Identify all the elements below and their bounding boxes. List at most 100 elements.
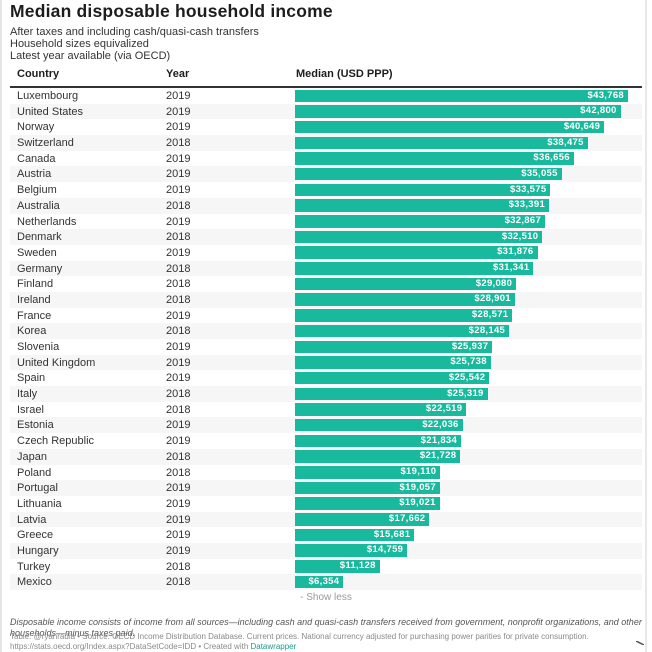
year-cell: 2019 [166, 497, 191, 510]
year-cell: 2018 [166, 199, 191, 212]
value-bar: $31,876 [295, 246, 538, 259]
bar-value-label: $42,800 [580, 105, 617, 117]
frame-border-right [645, 0, 647, 652]
country-cell: Poland [17, 466, 52, 479]
year-cell: 2018 [166, 403, 191, 416]
bar-track: $28,901 [295, 293, 642, 306]
table-row: Israel 2018 $22,519 [10, 402, 642, 418]
bar-track: $25,319 [295, 387, 642, 401]
country-cell: Norway [17, 121, 55, 134]
value-bar: $42,800 [295, 105, 621, 118]
column-header-country[interactable]: Country [17, 68, 60, 80]
bar-track: $15,681 [295, 528, 642, 542]
bar-track: $25,738 [295, 356, 642, 369]
table-row: Italy 2018 $25,319 [10, 386, 642, 402]
bar-value-label: $40,649 [563, 120, 601, 132]
bar-value-label: $19,110 [400, 466, 437, 477]
country-cell: Israel [17, 403, 44, 416]
year-cell: 2019 [166, 529, 191, 542]
value-bar: $22,519 [295, 403, 467, 416]
value-bar: $35,055 [295, 167, 562, 181]
bar-value-label: $32,867 [504, 215, 542, 226]
datawrapper-link[interactable]: Datawrapper [250, 641, 297, 651]
table-row: Japan 2018 $21,728 [10, 448, 642, 465]
bar-track: $19,021 [295, 497, 642, 510]
country-cell: Ireland [17, 293, 51, 306]
country-cell: United States [17, 105, 84, 118]
bar-track: $6,354 [295, 575, 642, 589]
bar-value-label: $28,901 [474, 293, 511, 305]
table-body: Luxembourg 2019 $43,768 United States 2019 $4… [10, 88, 642, 590]
bar-track: $25,937 [295, 340, 642, 353]
bar-track: $21,834 [295, 434, 642, 448]
bar-value-label: $25,937 [451, 340, 489, 352]
country-cell: Australia [17, 199, 60, 212]
year-cell: 2019 [166, 482, 191, 495]
country-cell: Switzerland [17, 137, 74, 150]
bar-value-label: $33,391 [508, 199, 546, 211]
table-row: Canada 2019 $36,656 [10, 151, 642, 167]
bar-value-label: $31,876 [497, 246, 534, 258]
table-row: Germany 2018 $31,341 [10, 260, 642, 277]
bar-track: $22,519 [295, 403, 642, 416]
country-cell: Netherlands [17, 215, 77, 228]
value-bar: $33,391 [295, 199, 550, 212]
year-cell: 2019 [166, 419, 191, 432]
year-cell: 2019 [166, 184, 191, 197]
value-bar: $31,341 [295, 262, 534, 275]
country-cell: Canada [17, 152, 56, 165]
table-row: Australia 2018 $33,391 [10, 197, 642, 214]
bar-track: $17,662 [295, 513, 642, 526]
bar-track: $28,145 [295, 324, 642, 338]
subtitle-line: Household sizes equivalized [10, 38, 149, 50]
table-row: Denmark 2018 $32,510 [10, 229, 642, 245]
bar-value-label: $19,021 [399, 497, 436, 509]
bar-value-label: $21,834 [420, 434, 458, 446]
bar-value-label: $28,571 [471, 309, 509, 321]
table-row: Korea 2018 $28,145 [10, 323, 642, 339]
table-row: Finland 2018 $29,080 [10, 276, 642, 292]
country-cell: Austria [17, 168, 52, 181]
bar-value-label: $21,728 [419, 450, 457, 462]
value-bar: $28,901 [295, 293, 515, 306]
year-cell: 2018 [166, 576, 191, 589]
table-row: Czech Republic 2019 $21,834 [10, 433, 642, 449]
table-row: Portugal 2019 $19,057 [10, 480, 642, 496]
country-cell: France [17, 309, 52, 322]
subtitle-line: After taxes and including cash/quasi-cas… [10, 26, 259, 38]
column-header-year[interactable]: Year [166, 68, 190, 80]
value-bar: $25,937 [295, 340, 493, 353]
bar-value-label: $14,759 [366, 544, 404, 556]
value-bar: $32,867 [295, 215, 546, 228]
year-cell: 2019 [166, 372, 191, 385]
bar-track: $35,055 [295, 167, 642, 181]
bar-track: $19,110 [295, 466, 642, 479]
column-header-median[interactable]: Median (USD PPP) [296, 68, 393, 80]
country-cell: Japan [17, 450, 47, 463]
value-bar: $25,319 [295, 387, 488, 401]
value-bar: $21,728 [295, 450, 461, 463]
table-row: Ireland 2018 $28,901 [10, 291, 642, 308]
table-row: Netherlands 2019 $32,867 [10, 214, 642, 230]
show-less-button[interactable]: - Show less [300, 592, 352, 603]
chart-title: Median disposable household income [10, 1, 333, 21]
resize-handle-icon[interactable] [636, 641, 644, 645]
country-cell: Germany [17, 262, 63, 275]
bar-value-label: $38,475 [547, 136, 584, 148]
frame-border-left [0, 0, 2, 652]
bar-track: $21,728 [295, 450, 642, 463]
year-cell: 2019 [166, 246, 191, 259]
value-bar: $36,656 [295, 152, 574, 165]
source-text: Table: @ryanradia • Source: OECD Income … [10, 632, 589, 651]
bar-value-label: $43,768 [587, 89, 624, 101]
country-cell: Greece [17, 529, 54, 542]
bar-track: $36,656 [295, 152, 642, 165]
value-bar: $17,662 [295, 513, 430, 526]
bar-track: $11,128 [295, 560, 642, 573]
chart-notes: Disposable income consists of income fro… [10, 617, 642, 638]
bar-track: $14,759 [295, 544, 642, 557]
bar-value-label: $19,057 [399, 481, 436, 493]
bar-track: $42,800 [295, 105, 642, 118]
year-cell: 2019 [166, 168, 191, 181]
year-cell: 2019 [166, 90, 191, 102]
